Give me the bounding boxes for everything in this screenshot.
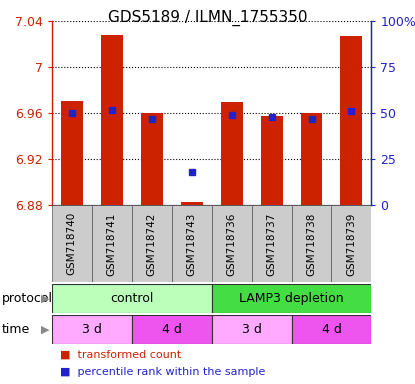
Bar <box>101 35 123 205</box>
Bar <box>172 205 212 282</box>
Text: protocol: protocol <box>2 292 53 305</box>
Text: ▶: ▶ <box>42 324 50 334</box>
Bar <box>212 284 371 313</box>
Bar <box>292 315 371 344</box>
Bar <box>332 205 371 282</box>
Bar <box>181 202 203 205</box>
Text: LAMP3 depletion: LAMP3 depletion <box>239 292 344 305</box>
Bar <box>141 113 163 205</box>
Bar <box>212 205 251 282</box>
Text: ■  transformed count: ■ transformed count <box>60 349 181 359</box>
Text: ▶: ▶ <box>42 293 50 304</box>
Bar <box>291 205 332 282</box>
Bar <box>52 284 212 313</box>
Text: time: time <box>2 323 30 336</box>
Text: ■  percentile rank within the sample: ■ percentile rank within the sample <box>60 366 266 377</box>
Bar <box>221 102 243 205</box>
Text: 4 d: 4 d <box>322 323 342 336</box>
Text: GSM718743: GSM718743 <box>187 212 197 276</box>
Text: GSM718740: GSM718740 <box>67 212 77 275</box>
Text: 3 d: 3 d <box>242 323 261 336</box>
Bar <box>132 315 212 344</box>
Bar <box>340 36 362 205</box>
Bar <box>212 315 291 344</box>
Text: GSM718738: GSM718738 <box>307 212 317 276</box>
Bar <box>300 113 322 205</box>
Text: GDS5189 / ILMN_1755350: GDS5189 / ILMN_1755350 <box>108 10 307 26</box>
Text: 3 d: 3 d <box>82 323 102 336</box>
Bar <box>61 101 83 205</box>
Text: 4 d: 4 d <box>162 323 182 336</box>
Text: GSM718739: GSM718739 <box>347 212 356 276</box>
Bar <box>261 116 283 205</box>
Bar <box>52 315 132 344</box>
Bar <box>52 205 92 282</box>
Bar <box>92 205 132 282</box>
Text: GSM718737: GSM718737 <box>266 212 276 276</box>
Text: GSM718736: GSM718736 <box>227 212 237 276</box>
Text: GSM718742: GSM718742 <box>147 212 157 276</box>
Bar <box>251 205 292 282</box>
Bar <box>132 205 172 282</box>
Text: control: control <box>110 292 154 305</box>
Text: GSM718741: GSM718741 <box>107 212 117 276</box>
